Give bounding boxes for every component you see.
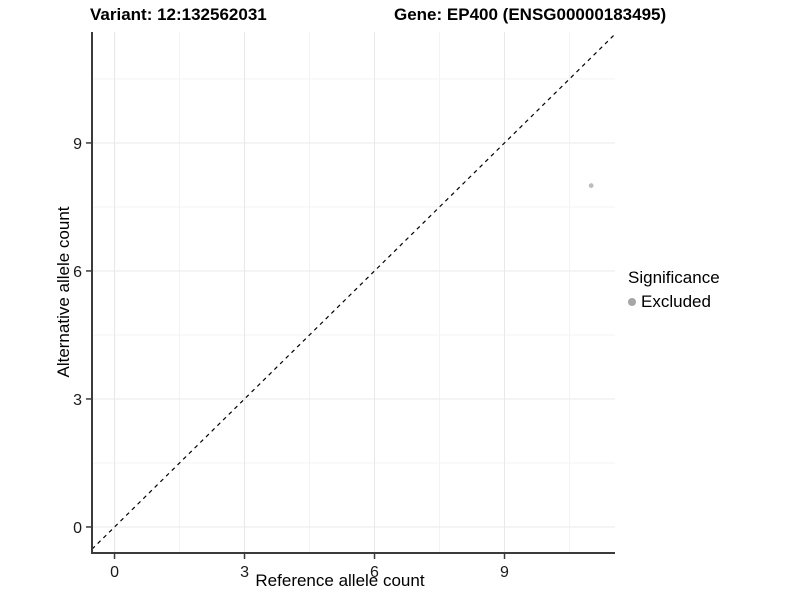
x-tick-label: 9 xyxy=(500,564,509,581)
y-tick-label: 6 xyxy=(73,264,82,281)
y-axis-title: Alternative allele count xyxy=(54,206,73,378)
plot-title-variant: Variant: 12:132562031 xyxy=(90,5,267,24)
plot-title-gene: Gene: EP400 (ENSG00000183495) xyxy=(394,5,667,24)
y-tick-label: 9 xyxy=(73,136,82,153)
legend-title: Significance xyxy=(628,268,720,287)
identity-dashed-line xyxy=(91,33,616,550)
x-axis-title: Reference allele count xyxy=(255,571,425,590)
y-tick-label: 0 xyxy=(73,520,82,537)
legend-key-dot-icon xyxy=(628,298,636,306)
legend-item-label: Excluded xyxy=(641,292,711,311)
legend-item-excluded: Excluded xyxy=(628,292,720,312)
x-tick-label: 3 xyxy=(240,564,249,581)
legend: Significance Excluded xyxy=(628,268,720,312)
x-tick-label: 0 xyxy=(110,564,119,581)
x-tick-label: 6 xyxy=(370,564,379,581)
y-tick-label: 3 xyxy=(73,392,82,409)
data-point xyxy=(588,183,594,189)
